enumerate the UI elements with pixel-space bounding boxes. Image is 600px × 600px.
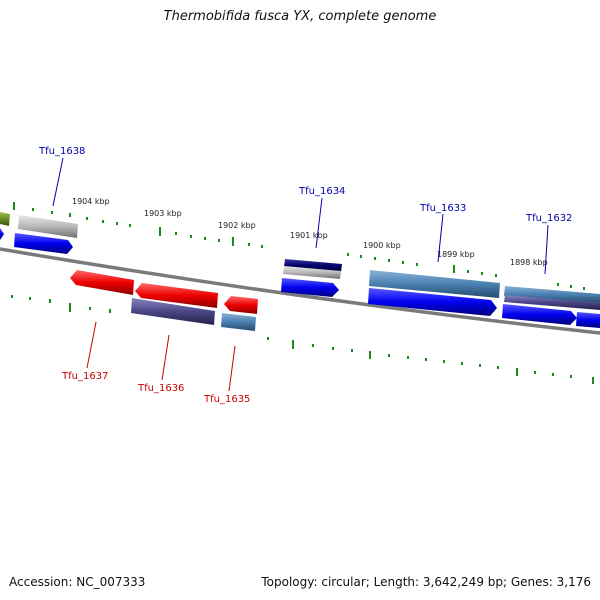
gene-label-tfu-1637: Tfu_1637 bbox=[61, 371, 108, 382]
gene-label-tfu-1632: Tfu_1632 bbox=[525, 213, 572, 224]
feature-tfu-1637-cds bbox=[70, 270, 134, 295]
kbp-label-1901: 1901 kbp bbox=[290, 231, 328, 240]
gene-label-tfu-1636: Tfu_1636 bbox=[137, 383, 184, 394]
feature-tfu-1635-cds bbox=[224, 296, 258, 314]
leader-tfu-1633 bbox=[437, 213, 444, 263]
map-title: Thermobifida fusca YX, complete genome bbox=[163, 9, 437, 24]
feature-tfu-1636-cds bbox=[135, 283, 218, 308]
feature-olive-partial bbox=[0, 212, 10, 226]
feature-tfu-1632-steel bbox=[504, 286, 600, 303]
leader-tfu-1637 bbox=[86, 321, 97, 369]
leader-tfu-1632 bbox=[544, 224, 549, 275]
feature-blue-right-edge bbox=[576, 312, 600, 328]
feature-tfu-1636-purple bbox=[131, 298, 215, 325]
feature-tfu-1638-cds bbox=[14, 233, 73, 254]
genome-summary-text: Topology: circular; Length: 3,642,249 bp… bbox=[261, 575, 591, 589]
genome-backbone bbox=[0, 247, 600, 335]
feature-tfu-1635-steel bbox=[221, 313, 256, 331]
gene-label-tfu-1638: Tfu_1638 bbox=[38, 146, 85, 157]
inner-tick-ring bbox=[11, 295, 594, 384]
outer-tick-ring bbox=[13, 202, 585, 290]
gene-label-tfu-1634: Tfu_1634 bbox=[298, 186, 345, 197]
gene-labels: Tfu_1638 Tfu_1634 Tfu_1633 Tfu_1632 Tfu_… bbox=[38, 146, 572, 405]
gene-label-tfu-1635: Tfu_1635 bbox=[203, 394, 250, 405]
feature-tfu-1632-purple bbox=[504, 295, 600, 310]
leader-tfu-1635 bbox=[228, 345, 236, 392]
kbp-labels: 1904 kbp 1903 kbp 1902 kbp 1901 kbp 1900… bbox=[72, 197, 548, 267]
kbp-label-1900: 1900 kbp bbox=[363, 241, 401, 250]
accession-text: Accession: NC_007333 bbox=[9, 575, 146, 589]
kbp-label-1898: 1898 kbp bbox=[510, 258, 548, 267]
kbp-label-1903: 1903 kbp bbox=[144, 209, 182, 218]
forward-features bbox=[0, 212, 600, 328]
kbp-label-1904: 1904 kbp bbox=[72, 197, 110, 206]
leader-tfu-1638 bbox=[52, 157, 64, 207]
leader-tfu-1634 bbox=[315, 197, 323, 249]
leader-tfu-1636 bbox=[161, 334, 170, 381]
kbp-label-1902: 1902 kbp bbox=[218, 221, 256, 230]
kbp-label-1899: 1899 kbp bbox=[437, 250, 475, 259]
reverse-features bbox=[70, 270, 258, 331]
feature-tfu-1634-gray bbox=[283, 266, 341, 279]
gene-label-tfu-1633: Tfu_1633 bbox=[419, 203, 466, 214]
feature-tfu-1634-cds bbox=[281, 278, 339, 297]
feature-tfu-1632-cds bbox=[502, 304, 577, 325]
feature-tfu-1634-navy bbox=[284, 259, 342, 272]
feature-tfu-1633-cds bbox=[368, 288, 497, 316]
gene-leaders bbox=[52, 157, 549, 392]
feature-blue-left-edge bbox=[0, 228, 4, 240]
feature-tfu-1633-steel bbox=[369, 270, 500, 298]
feature-tfu-1638-gray bbox=[18, 215, 78, 238]
